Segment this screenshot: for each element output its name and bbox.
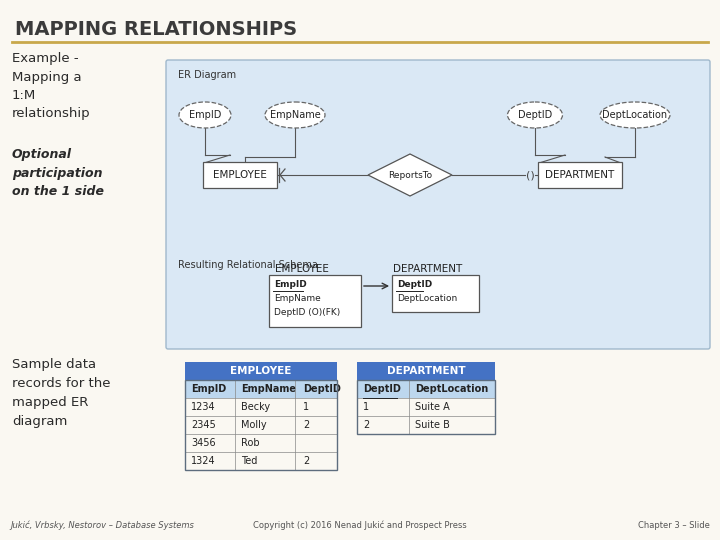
Text: EMPLOYEE: EMPLOYEE [230, 366, 292, 376]
FancyBboxPatch shape [185, 362, 337, 380]
Text: DeptID (O)(FK): DeptID (O)(FK) [274, 308, 341, 317]
Text: DeptLocation: DeptLocation [603, 110, 667, 120]
FancyBboxPatch shape [357, 380, 495, 398]
FancyBboxPatch shape [357, 362, 495, 380]
Ellipse shape [179, 102, 231, 128]
FancyBboxPatch shape [392, 275, 479, 312]
Ellipse shape [600, 102, 670, 128]
FancyBboxPatch shape [538, 162, 622, 188]
Text: Chapter 3 – Slide: Chapter 3 – Slide [638, 521, 710, 530]
Text: EMPLOYEE: EMPLOYEE [275, 264, 329, 274]
Text: EmpName: EmpName [269, 110, 320, 120]
Text: EmpID: EmpID [191, 384, 226, 394]
Text: Suite B: Suite B [415, 420, 450, 430]
Text: Jukić, Vrbsky, Nestorov – Database Systems: Jukić, Vrbsky, Nestorov – Database Syste… [10, 521, 194, 530]
Text: EMPLOYEE: EMPLOYEE [213, 170, 267, 180]
Text: 1324: 1324 [191, 456, 215, 466]
Text: ReportsTo: ReportsTo [388, 171, 432, 179]
Text: 2: 2 [303, 420, 310, 430]
Text: Rob: Rob [241, 438, 260, 448]
Text: ER Diagram: ER Diagram [178, 70, 236, 80]
Text: 1234: 1234 [191, 402, 215, 412]
FancyBboxPatch shape [185, 380, 337, 398]
Text: EmpName: EmpName [241, 384, 296, 394]
Text: Resulting Relational Schema: Resulting Relational Schema [178, 260, 318, 270]
Text: DeptLocation: DeptLocation [397, 294, 457, 303]
Text: DEPARTMENT: DEPARTMENT [393, 264, 463, 274]
Text: Copyright (c) 2016 Nenad Jukić and Prospect Press: Copyright (c) 2016 Nenad Jukić and Prosp… [253, 521, 467, 530]
Text: Molly: Molly [241, 420, 266, 430]
Text: 3456: 3456 [191, 438, 215, 448]
Text: DeptLocation: DeptLocation [415, 384, 488, 394]
FancyBboxPatch shape [269, 275, 361, 327]
Ellipse shape [508, 102, 562, 128]
Text: DeptID: DeptID [303, 384, 341, 394]
Text: 2: 2 [303, 456, 310, 466]
Text: Example -
Mapping a
1:M
relationship: Example - Mapping a 1:M relationship [12, 52, 91, 120]
Ellipse shape [265, 102, 325, 128]
Text: 1: 1 [303, 402, 309, 412]
Text: Ted: Ted [241, 456, 257, 466]
FancyBboxPatch shape [203, 162, 277, 188]
Text: EmpID: EmpID [189, 110, 221, 120]
FancyBboxPatch shape [166, 60, 710, 349]
Text: Sample data
records for the
mapped ER
diagram: Sample data records for the mapped ER di… [12, 358, 110, 428]
Text: Optional
participation
on the 1 side: Optional participation on the 1 side [12, 148, 104, 198]
Text: DeptID: DeptID [363, 384, 401, 394]
Text: EmpName: EmpName [274, 294, 320, 303]
Text: DEPARTMENT: DEPARTMENT [545, 170, 615, 180]
Text: Suite A: Suite A [415, 402, 450, 412]
Text: DeptID: DeptID [397, 280, 432, 289]
Text: DeptID: DeptID [518, 110, 552, 120]
Text: 2: 2 [363, 420, 369, 430]
Text: EmpID: EmpID [274, 280, 307, 289]
Text: MAPPING RELATIONSHIPS: MAPPING RELATIONSHIPS [15, 20, 297, 39]
Polygon shape [368, 154, 452, 196]
Text: DEPARTMENT: DEPARTMENT [387, 366, 465, 376]
Text: 2345: 2345 [191, 420, 216, 430]
Text: Becky: Becky [241, 402, 270, 412]
Text: 1: 1 [363, 402, 369, 412]
Text: (): () [526, 170, 534, 180]
